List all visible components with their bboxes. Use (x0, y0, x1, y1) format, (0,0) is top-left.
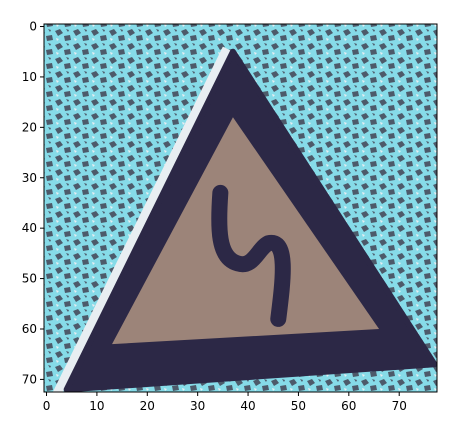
sign-image (44, 24, 437, 392)
y-tick-label: 10 (22, 70, 37, 84)
image-triangle-face (112, 117, 380, 345)
y-tick-label: 20 (22, 120, 37, 134)
x-tick-label: 10 (89, 399, 104, 413)
x-tick-label: 60 (341, 399, 356, 413)
x-tick-label: 20 (140, 399, 155, 413)
y-axis: 0 10 20 30 40 50 60 70 (22, 20, 44, 386)
y-tick-label: 40 (22, 221, 37, 235)
axes-frame (43, 23, 438, 393)
x-tick-label: 30 (190, 399, 205, 413)
x-tick-label: 40 (240, 399, 255, 413)
x-axis: 0 10 20 30 40 50 60 70 (43, 392, 407, 413)
y-tick-label: 30 (22, 171, 37, 185)
x-tick-label: 70 (392, 399, 407, 413)
y-tick-label: 70 (22, 372, 37, 386)
x-tick-label: 0 (43, 399, 51, 413)
y-tick-label: 50 (22, 272, 37, 286)
x-tick-label: 50 (291, 399, 306, 413)
y-tick-label: 0 (29, 20, 37, 34)
image-white-edge (52, 46, 233, 392)
image-double-curve-symbol (211, 184, 291, 327)
y-tick-label: 60 (22, 322, 37, 336)
